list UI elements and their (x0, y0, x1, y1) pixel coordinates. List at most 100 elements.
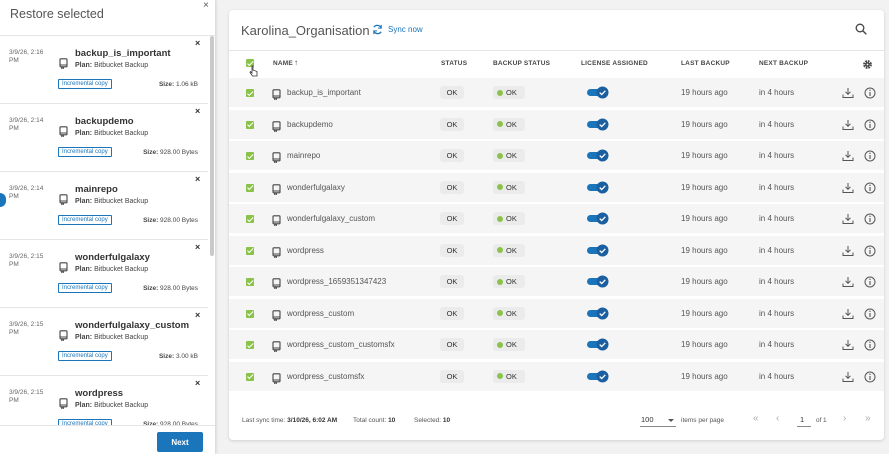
row-checkbox[interactable] (246, 183, 254, 192)
scrollbar[interactable] (210, 36, 214, 256)
size-value: 1.06 kB (175, 81, 198, 88)
sort-icon[interactable]: ↑ (294, 58, 298, 67)
sync-icon[interactable] (372, 24, 383, 35)
backup-status-pill: OK (493, 86, 525, 99)
repo-icon-glyph (272, 183, 281, 195)
info-icon[interactable] (864, 244, 876, 256)
license-toggle[interactable] (587, 118, 609, 131)
row-checkbox[interactable] (246, 89, 254, 97)
row-checkbox[interactable] (246, 152, 254, 160)
status-dot (497, 184, 503, 190)
remove-item[interactable]: × (195, 106, 201, 116)
remove-item[interactable]: × (195, 378, 201, 388)
info-icon[interactable] (864, 212, 876, 225)
search-icon[interactable] (855, 23, 867, 35)
remove-item[interactable]: × (195, 174, 201, 184)
download-icon[interactable] (842, 244, 854, 256)
repo-name: wonderfulgalaxy_custom (287, 214, 376, 223)
sync-now[interactable]: Sync now (388, 25, 423, 34)
info-icon[interactable] (864, 149, 876, 162)
last-backup: 19 hours ago (681, 277, 728, 286)
row-checkbox[interactable] (246, 372, 254, 381)
download-icon[interactable] (842, 338, 854, 350)
per-page-select[interactable]: 100 (640, 414, 676, 427)
license-toggle[interactable] (587, 244, 609, 257)
table-row: wordpress_1659351347423 OK OK 19 hours ago i… (229, 267, 884, 296)
license-toggle[interactable] (587, 275, 609, 288)
copy-badge: Incremental copy (58, 283, 112, 293)
column-header: LAST BACKUP (681, 60, 730, 67)
cursor-glyph (249, 65, 258, 77)
column-header: BACKUP STATUS (493, 60, 551, 67)
repo-icon (272, 213, 281, 227)
column-header[interactable]: NAME (273, 60, 293, 67)
info-icon-glyph (864, 213, 876, 225)
row-checkbox[interactable] (246, 278, 254, 286)
settings-icon[interactable] (862, 57, 873, 69)
download-icon[interactable] (842, 118, 854, 130)
license-toggle[interactable] (587, 212, 609, 225)
backup-status-pill: OK (493, 149, 525, 162)
row-checkbox[interactable] (246, 341, 254, 349)
license-toggle[interactable] (587, 181, 609, 194)
repo-icon (59, 396, 68, 410)
row-checkbox[interactable] (246, 246, 254, 255)
item-date: 3/9/26, 2:14 PM (9, 185, 44, 200)
license-toggle[interactable] (587, 86, 609, 99)
backup-status-pill: OK (493, 212, 525, 225)
status-pill: OK (440, 369, 464, 383)
download-icon[interactable] (842, 275, 854, 287)
item-plan: Plan: Bitbucket Backup (75, 266, 148, 273)
last-backup: 19 hours ago (681, 245, 728, 255)
last-page[interactable]: » (865, 413, 871, 424)
info-icon[interactable] (864, 86, 876, 99)
info-icon[interactable] (864, 181, 876, 193)
info-icon[interactable] (864, 338, 876, 351)
remove-item[interactable]: × (195, 38, 201, 48)
size-label: Size: (143, 217, 159, 224)
download-icon[interactable] (842, 149, 854, 161)
next-page[interactable]: › (843, 413, 847, 424)
total-count-label: Total count: (353, 417, 387, 424)
repo-icon-glyph (272, 372, 281, 384)
next-button[interactable]: Next (157, 432, 203, 452)
divider (229, 50, 884, 51)
license-toggle[interactable] (587, 149, 609, 162)
row-checkbox[interactable] (246, 215, 254, 223)
close-panel[interactable]: × (203, 0, 209, 11)
remove-item[interactable]: × (195, 310, 201, 320)
download-icon[interactable] (842, 181, 854, 193)
item-date: 3/9/26, 2:15 PM (9, 253, 44, 268)
row-checkbox[interactable] (246, 309, 254, 318)
item-name: mainrepo (75, 184, 118, 195)
license-toggle[interactable] (587, 307, 609, 320)
license-toggle[interactable] (587, 370, 609, 383)
status-pill: OK (440, 86, 464, 99)
info-icon[interactable] (864, 307, 876, 319)
total-count: Total count: 10 (353, 417, 395, 424)
repo-icon-glyph (272, 246, 281, 258)
prev-page[interactable]: ‹ (776, 413, 780, 424)
download-icon[interactable] (842, 370, 854, 382)
download-icon-glyph (842, 151, 854, 161)
backup-status-pill: OK (493, 243, 525, 257)
row-checkbox[interactable] (246, 120, 254, 129)
backup-status: OK (506, 119, 517, 129)
download-icon[interactable] (842, 86, 854, 98)
download-icon[interactable] (842, 212, 854, 224)
info-icon[interactable] (864, 118, 876, 130)
dropdown-arrow (668, 419, 674, 422)
divider (0, 425, 215, 426)
repo-name: wordpress (287, 245, 324, 255)
download-icon[interactable] (842, 307, 854, 319)
status-dot (497, 247, 503, 253)
select-all[interactable] (246, 59, 254, 67)
table-row: backup_is_important OK OK 19 hours ago in 4 … (229, 78, 884, 107)
first-page[interactable]: « (753, 413, 759, 424)
info-icon[interactable] (864, 275, 876, 288)
page-input[interactable]: 1 (797, 414, 811, 427)
remove-item[interactable]: × (195, 242, 201, 252)
info-icon[interactable] (864, 370, 876, 382)
license-toggle[interactable] (587, 338, 609, 351)
step-marker (0, 193, 6, 207)
